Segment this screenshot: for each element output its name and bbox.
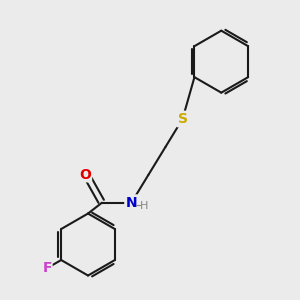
Text: S: S: [178, 112, 188, 126]
Text: N: N: [126, 196, 137, 210]
Text: O: O: [80, 168, 92, 182]
Text: F: F: [43, 261, 52, 275]
Text: H: H: [140, 201, 148, 212]
